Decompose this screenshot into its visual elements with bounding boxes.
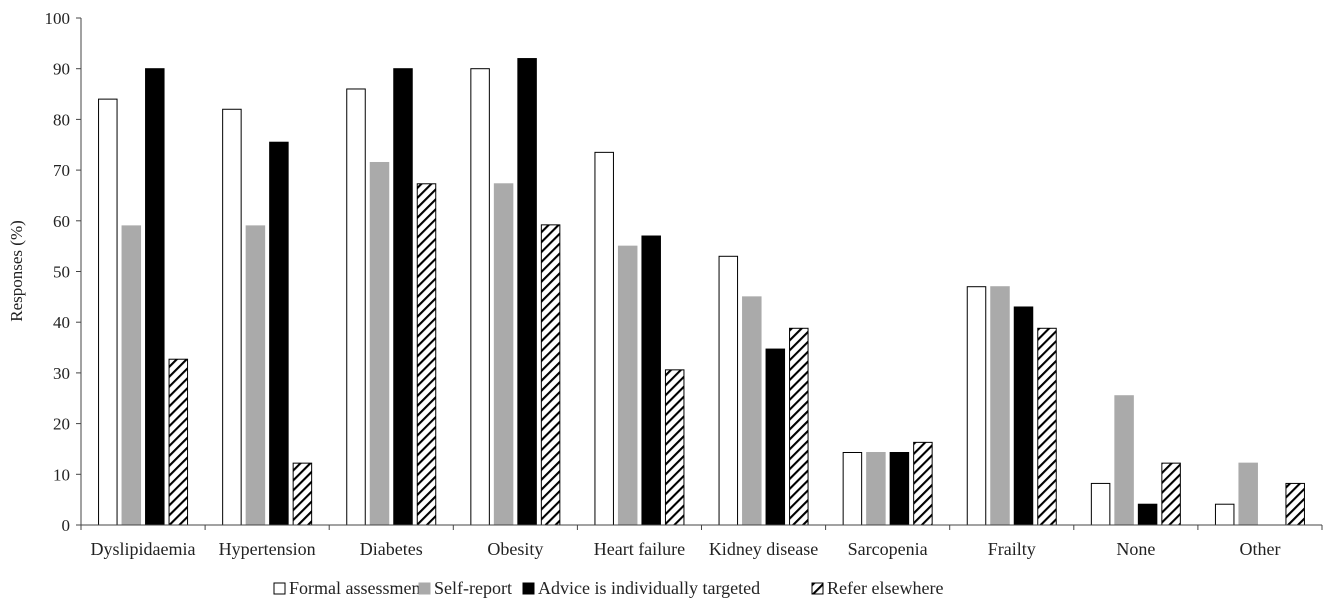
bar-hatched (789, 327, 809, 526)
legend-label: Advice is individually targeted (538, 578, 760, 598)
legend-label: Self-report (434, 578, 512, 598)
bar-grey (369, 161, 390, 526)
x-category-label: Kidney disease (709, 539, 818, 559)
bar-open (1090, 482, 1111, 526)
bar-hatched (664, 369, 685, 526)
legend-swatch-solid (522, 582, 535, 595)
bar-grey (1114, 395, 1134, 526)
bar-grey (990, 286, 1010, 526)
y-tick-label: 10 (53, 465, 70, 484)
y-tick-label: 70 (53, 161, 70, 180)
y-tick-label: 30 (53, 364, 70, 383)
legend-swatch-grey (418, 582, 431, 595)
axes (80, 18, 1323, 530)
bars-group (98, 58, 1305, 526)
bar-open (842, 451, 863, 526)
x-category-label: Heart failure (594, 539, 685, 559)
bar-open (222, 108, 242, 526)
bar-solid (641, 235, 661, 526)
bar-open (1214, 503, 1235, 526)
x-category-label: None (1116, 539, 1155, 559)
legend-label: Formal assessment (289, 578, 426, 598)
bar-solid (1013, 306, 1034, 526)
bar-solid (889, 451, 910, 526)
bar-solid (145, 68, 165, 526)
bar-grey (617, 245, 638, 526)
legend: Formal assessment Self-report Advice is in… (273, 578, 943, 598)
bar-solid (765, 348, 786, 526)
legend-swatch-open (273, 582, 286, 595)
bar-open (98, 98, 118, 526)
bar-hatched (168, 358, 189, 526)
bar-grey (866, 451, 886, 526)
y-tick-label: 40 (53, 313, 70, 332)
bar-grey (493, 183, 514, 526)
bar-hatched (1285, 482, 1305, 526)
bar-open (594, 151, 614, 526)
y-tick-label: 60 (53, 212, 70, 231)
x-category-label: Hypertension (219, 539, 316, 559)
bar-hatched (540, 224, 561, 526)
bar-hatched (416, 183, 437, 526)
bar-hatched (292, 462, 313, 526)
bar-solid (393, 68, 413, 526)
x-category-label: Dyslipidaemia (91, 539, 196, 559)
bar-grey (121, 225, 142, 526)
y-axis-title: Responses (%) (7, 220, 26, 322)
x-category-label: Other (1239, 539, 1280, 559)
bar-hatched (913, 441, 933, 526)
bar-grey (1238, 462, 1258, 526)
legend-swatch-hatched (811, 582, 824, 595)
bar-open (470, 68, 490, 526)
x-category-label: Obesity (487, 539, 543, 559)
bar-solid (1137, 503, 1158, 526)
y-tick-label: 20 (53, 415, 70, 434)
y-tick-label: 100 (45, 9, 71, 28)
bar-solid (269, 141, 289, 526)
bar-hatched (1037, 327, 1057, 526)
legend-label: Refer elsewhere (827, 578, 943, 598)
y-tick-label: 80 (53, 110, 70, 129)
y-tick-label: 0 (62, 516, 71, 535)
bar-solid (517, 58, 537, 526)
bar-hatched (1161, 462, 1181, 526)
bar-grey (245, 225, 266, 526)
bar-open (966, 286, 987, 526)
y-axis-ticks: 0 10 20 30 40 50 60 70 80 90 100 (45, 9, 81, 535)
x-category-label: Sarcopenia (848, 539, 928, 559)
bar-open (346, 88, 366, 526)
x-category-label: Diabetes (360, 539, 423, 559)
y-tick-label: 90 (53, 60, 70, 79)
x-category-label: Frailty (988, 539, 1036, 559)
y-tick-label: 50 (53, 263, 70, 282)
x-axis-labels: Dyslipidaemia Hypertension Diabetes Obesity… (91, 539, 1281, 559)
bar-grey (742, 296, 762, 526)
bar-open (718, 255, 739, 526)
